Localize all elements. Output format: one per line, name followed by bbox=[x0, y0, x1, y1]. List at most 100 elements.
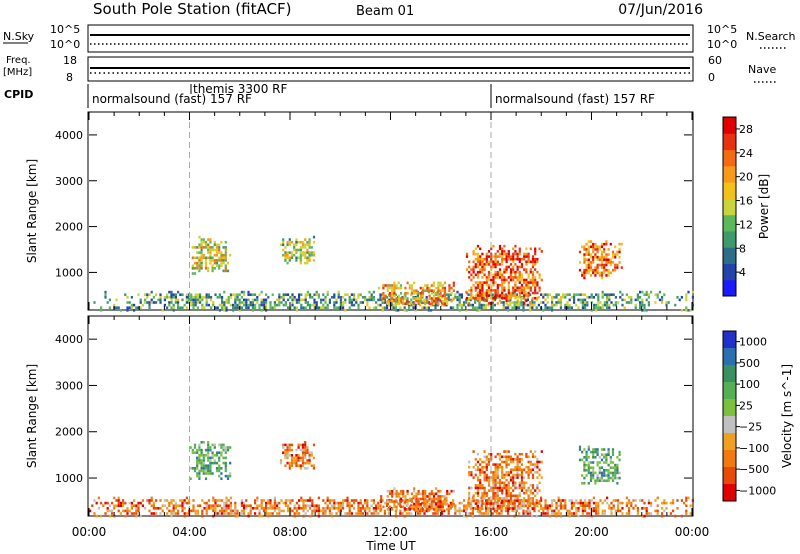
echo-cell bbox=[636, 512, 639, 515]
echo-cell bbox=[600, 466, 604, 469]
echo-cell bbox=[516, 507, 519, 511]
echo-cell bbox=[446, 297, 449, 300]
echo-cell bbox=[404, 497, 407, 501]
echo-cell bbox=[527, 494, 530, 498]
echo-cell bbox=[441, 289, 444, 292]
echo-cell bbox=[578, 261, 582, 264]
cpid-segment-3: normalsound (fast) 157 RF bbox=[495, 92, 655, 106]
echo-cell bbox=[306, 259, 309, 262]
echo-cell bbox=[525, 252, 528, 256]
echo-cell bbox=[471, 514, 474, 518]
echo-cell bbox=[513, 290, 516, 294]
echo-cell bbox=[512, 458, 515, 461]
echo-cell bbox=[471, 507, 474, 510]
echo-cell bbox=[490, 471, 493, 474]
echo-cell bbox=[555, 501, 558, 505]
echo-cell bbox=[607, 453, 610, 456]
echo-cell bbox=[474, 473, 477, 477]
echo-cell bbox=[643, 501, 646, 505]
echo-cell bbox=[421, 286, 425, 290]
echo-cell bbox=[291, 509, 294, 513]
echo-cell bbox=[606, 306, 609, 309]
echo-cell bbox=[542, 301, 545, 304]
echo-cell bbox=[391, 492, 394, 496]
echo-cell bbox=[557, 301, 560, 304]
echo-cell bbox=[601, 293, 604, 296]
echo-cell bbox=[513, 509, 516, 513]
echo-cell bbox=[425, 306, 428, 309]
echo-cell bbox=[516, 252, 519, 256]
echo-cell bbox=[598, 476, 601, 480]
echo-cell bbox=[344, 499, 347, 502]
echo-cell bbox=[282, 298, 285, 302]
echo-cell bbox=[207, 296, 210, 299]
echo-cell bbox=[113, 496, 116, 500]
echo-cell bbox=[531, 265, 535, 269]
echo-cell bbox=[276, 298, 279, 302]
echo-cell bbox=[611, 476, 615, 480]
echo-cell bbox=[271, 306, 274, 309]
echo-cell bbox=[512, 286, 515, 290]
echo-cell bbox=[254, 499, 257, 502]
echo-cell bbox=[284, 451, 287, 454]
echo-cell bbox=[507, 252, 510, 256]
echo-cell bbox=[520, 265, 524, 269]
echo-cell bbox=[348, 298, 351, 302]
echo-cell bbox=[500, 509, 503, 513]
echo-cell bbox=[445, 293, 448, 296]
echo-cell bbox=[663, 499, 666, 502]
echo-cell bbox=[209, 461, 212, 465]
echo-cell bbox=[130, 303, 133, 307]
echo-cell bbox=[596, 450, 599, 454]
echo-cell bbox=[159, 301, 162, 304]
echo-cell bbox=[476, 465, 480, 469]
echo-cell bbox=[306, 504, 309, 507]
echo-cell bbox=[288, 464, 291, 467]
nave-tick-bottom: 0 bbox=[708, 71, 715, 84]
echo-cell bbox=[196, 464, 199, 467]
echo-cell bbox=[218, 267, 221, 270]
echo-cell bbox=[229, 446, 232, 449]
echo-cell bbox=[342, 296, 345, 299]
echo-cell bbox=[304, 451, 307, 454]
echo-cell bbox=[372, 306, 375, 309]
echo-cell bbox=[383, 296, 386, 299]
echo-cell bbox=[309, 499, 312, 502]
echo-cell bbox=[498, 244, 502, 248]
echo-cell bbox=[128, 501, 131, 505]
echo-cell bbox=[585, 263, 588, 267]
echo-cell bbox=[366, 501, 369, 505]
echo-cell bbox=[391, 489, 394, 493]
echo-cell bbox=[299, 240, 302, 244]
echo-cell bbox=[392, 303, 395, 307]
echo-cell bbox=[441, 509, 444, 513]
echo-cell bbox=[432, 297, 436, 300]
echo-cell bbox=[337, 507, 340, 510]
echo-cell bbox=[502, 306, 505, 309]
echo-cell bbox=[595, 303, 598, 307]
echo-cell bbox=[124, 501, 127, 505]
echo-cell bbox=[304, 253, 307, 257]
echo-cell bbox=[494, 478, 497, 482]
echo-cell bbox=[685, 504, 688, 507]
echo-cell bbox=[472, 260, 475, 264]
echo-cell bbox=[278, 507, 281, 510]
echo-cell bbox=[546, 504, 549, 507]
echo-cell bbox=[587, 456, 590, 459]
echo-cell bbox=[603, 469, 606, 472]
echo-cell bbox=[286, 443, 289, 447]
echo-cell bbox=[448, 286, 451, 290]
echo-cell bbox=[424, 289, 427, 292]
echo-cell bbox=[669, 512, 672, 515]
echo-cell bbox=[324, 501, 327, 505]
echo-cell bbox=[207, 303, 210, 307]
echo-cell bbox=[251, 306, 254, 309]
echo-cell bbox=[193, 246, 197, 249]
echo-cell bbox=[211, 443, 214, 447]
echo-cell bbox=[312, 240, 316, 244]
echo-cell bbox=[607, 271, 610, 275]
echo-cell bbox=[289, 499, 292, 502]
echo-cell bbox=[501, 283, 504, 287]
echo-cell bbox=[388, 286, 392, 290]
echo-cell bbox=[443, 297, 447, 300]
